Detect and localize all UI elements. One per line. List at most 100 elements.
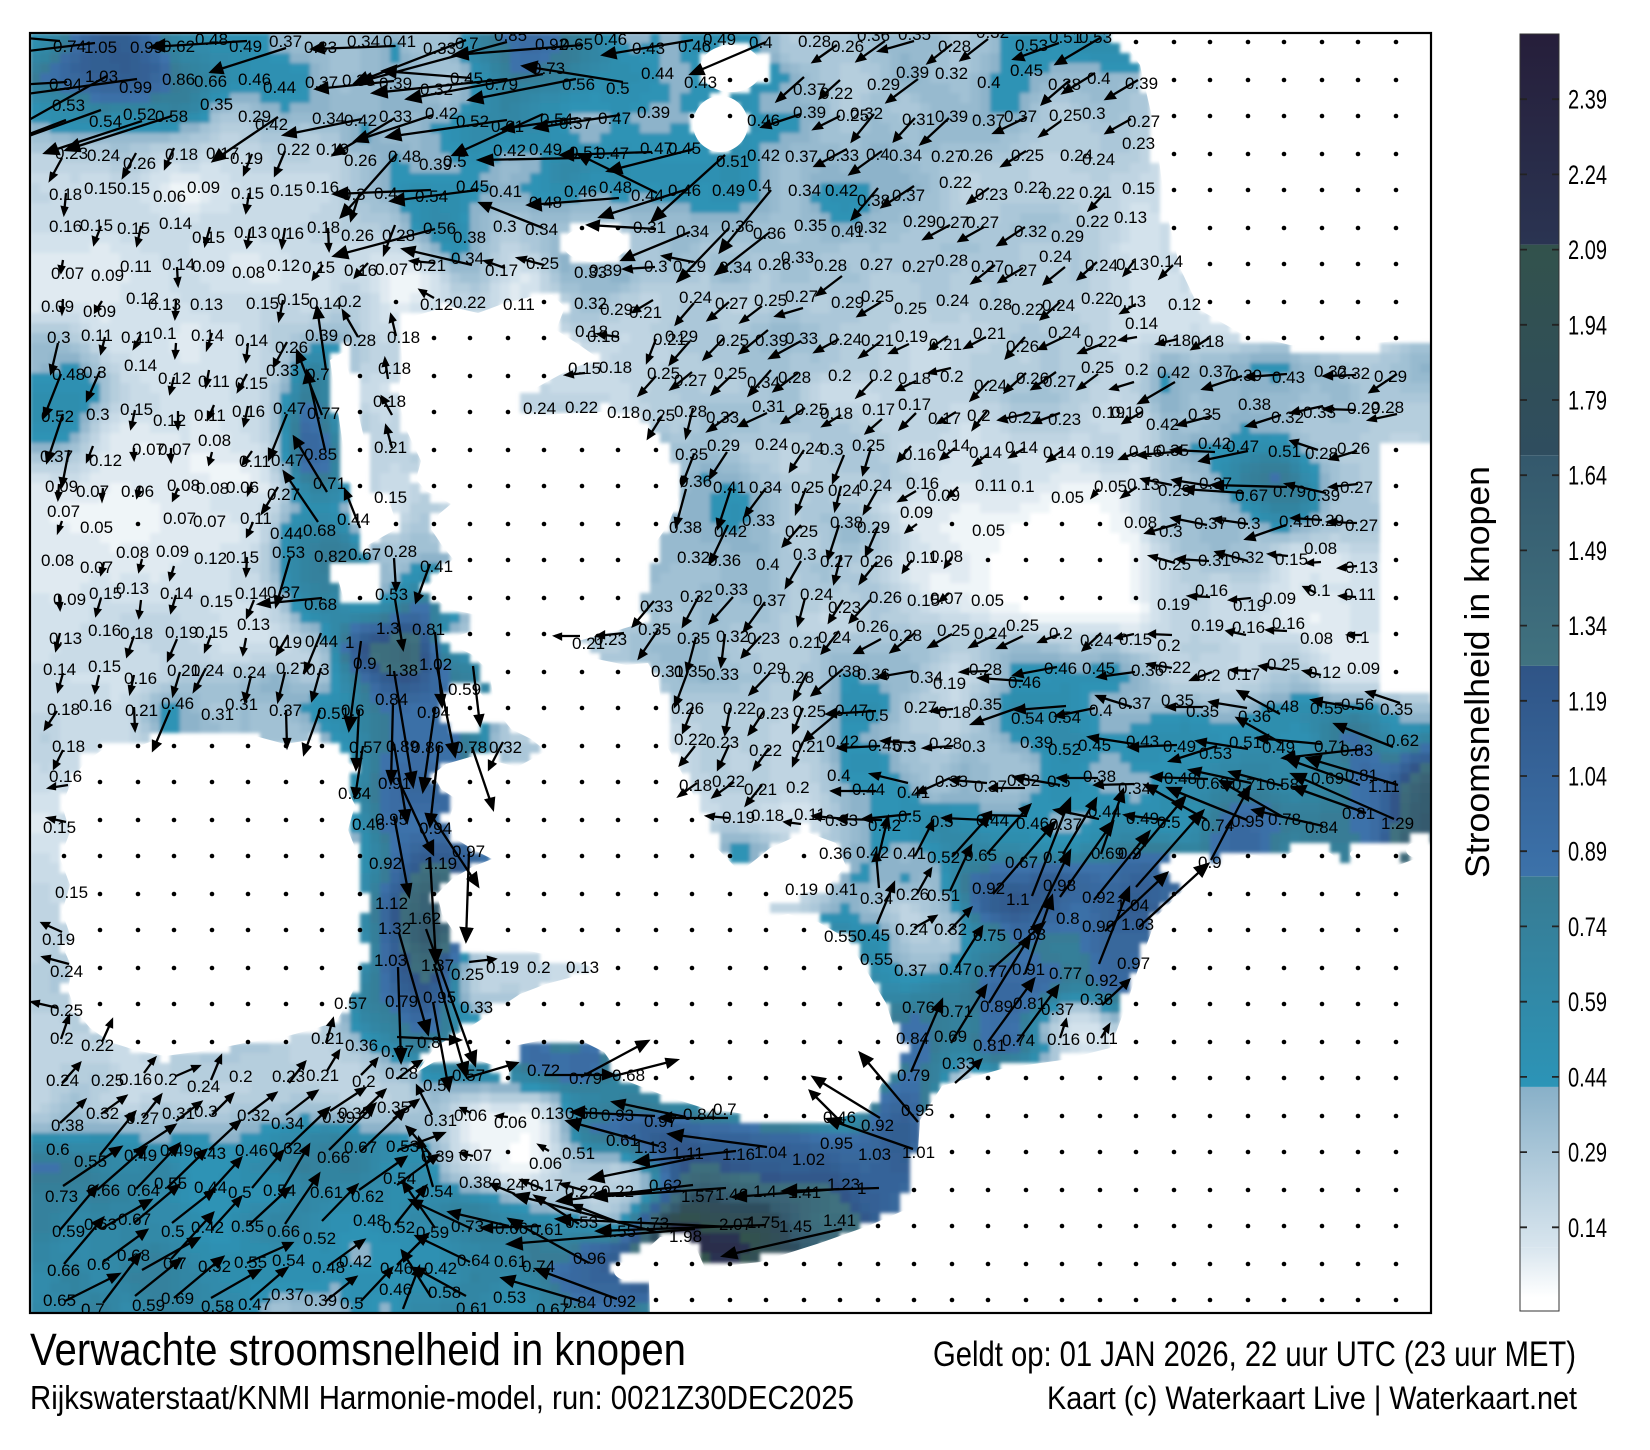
- svg-text:0.94: 0.94: [419, 819, 452, 838]
- svg-text:0.68: 0.68: [304, 595, 337, 614]
- svg-text:0.5: 0.5: [1047, 772, 1071, 791]
- svg-text:0.37: 0.37: [793, 80, 826, 99]
- svg-text:0.59: 0.59: [52, 1222, 85, 1241]
- svg-text:0.2: 0.2: [338, 292, 362, 311]
- svg-text:0.43: 0.43: [193, 1144, 226, 1163]
- svg-text:0.82: 0.82: [314, 547, 347, 566]
- svg-text:0.31: 0.31: [162, 1104, 195, 1123]
- svg-text:0.37: 0.37: [559, 114, 592, 133]
- svg-text:0.14: 0.14: [159, 214, 192, 233]
- svg-text:0.48: 0.48: [599, 178, 632, 197]
- svg-text:0.16: 0.16: [306, 178, 339, 197]
- svg-text:0.44: 0.44: [852, 780, 885, 799]
- svg-text:0.29: 0.29: [857, 518, 890, 537]
- svg-text:0.29: 0.29: [600, 300, 633, 319]
- svg-text:0.13: 0.13: [1345, 558, 1378, 577]
- svg-text:0.31: 0.31: [424, 1111, 457, 1130]
- svg-text:0.1: 0.1: [1346, 628, 1370, 647]
- svg-text:0.07: 0.07: [193, 512, 226, 531]
- svg-text:0.73: 0.73: [532, 59, 565, 78]
- svg-text:0.8: 0.8: [1056, 909, 1080, 928]
- svg-text:0.73: 0.73: [451, 1217, 484, 1236]
- svg-text:1.19: 1.19: [424, 854, 457, 873]
- svg-text:0.48: 0.48: [52, 365, 85, 384]
- svg-text:0.81: 0.81: [1342, 804, 1375, 823]
- svg-text:0.33: 0.33: [742, 511, 775, 530]
- svg-text:0.35: 0.35: [898, 25, 931, 44]
- svg-text:0.52: 0.52: [382, 1218, 415, 1237]
- svg-text:2.24: 2.24: [1568, 160, 1607, 190]
- svg-text:0.4: 0.4: [374, 184, 398, 203]
- svg-text:0.5: 0.5: [898, 807, 922, 826]
- svg-text:0.59: 0.59: [448, 680, 481, 699]
- svg-text:0.24: 0.24: [800, 585, 833, 604]
- svg-text:0.17: 0.17: [928, 409, 961, 428]
- svg-text:0.51: 0.51: [1049, 28, 1082, 47]
- svg-text:0.42: 0.42: [424, 1259, 457, 1278]
- svg-text:0.21: 0.21: [629, 303, 662, 322]
- svg-text:0.08: 0.08: [167, 476, 200, 495]
- svg-text:0.97: 0.97: [644, 1112, 677, 1131]
- svg-text:0.09: 0.09: [41, 297, 74, 316]
- svg-text:0.67: 0.67: [1235, 486, 1268, 505]
- svg-text:0.11: 0.11: [906, 548, 938, 567]
- svg-text:0.06: 0.06: [153, 187, 186, 206]
- svg-text:0.26: 0.26: [869, 588, 902, 607]
- svg-text:1.01: 1.01: [902, 1143, 935, 1162]
- svg-text:0.28: 0.28: [889, 626, 922, 645]
- svg-text:0.92: 0.92: [369, 854, 402, 873]
- svg-text:0.07: 0.07: [132, 440, 165, 459]
- svg-text:0.35: 0.35: [1186, 702, 1219, 721]
- svg-text:0.12: 0.12: [89, 451, 122, 470]
- svg-text:0.25: 0.25: [1006, 616, 1039, 635]
- svg-text:0.27: 0.27: [904, 698, 937, 717]
- svg-text:0.91: 0.91: [378, 774, 411, 793]
- svg-text:0.3: 0.3: [893, 737, 917, 756]
- svg-text:0.2: 0.2: [1049, 624, 1073, 643]
- svg-text:0.06: 0.06: [494, 1113, 527, 1132]
- svg-text:0.39: 0.39: [322, 1108, 355, 1127]
- svg-text:0.15: 0.15: [192, 228, 225, 247]
- svg-text:0.43: 0.43: [632, 39, 665, 58]
- svg-text:0.4: 0.4: [748, 176, 772, 195]
- svg-text:0.32: 0.32: [1231, 548, 1264, 567]
- svg-text:0.33: 0.33: [781, 248, 814, 267]
- svg-text:0.79: 0.79: [1273, 482, 1306, 501]
- svg-text:0.67: 0.67: [1005, 853, 1038, 872]
- svg-text:0.22: 0.22: [712, 772, 745, 791]
- svg-text:0.11: 0.11: [239, 452, 271, 471]
- svg-text:0.19: 0.19: [933, 674, 966, 693]
- svg-text:0.13: 0.13: [531, 1104, 564, 1123]
- svg-text:0.61: 0.61: [606, 1131, 639, 1150]
- svg-text:0.45: 0.45: [1082, 659, 1115, 678]
- svg-text:0.39: 0.39: [896, 63, 929, 82]
- svg-text:0.41: 0.41: [383, 32, 416, 51]
- svg-text:1.37: 1.37: [421, 956, 454, 975]
- svg-text:0.46: 0.46: [352, 815, 385, 834]
- svg-text:0.14: 0.14: [1568, 1213, 1607, 1243]
- svg-text:0.59: 0.59: [416, 1223, 449, 1242]
- svg-text:0.62: 0.62: [1386, 731, 1419, 750]
- svg-text:0.27: 0.27: [276, 659, 309, 678]
- svg-text:1.94: 1.94: [1568, 310, 1607, 340]
- svg-text:0.83: 0.83: [1340, 741, 1373, 760]
- svg-text:0.21: 0.21: [789, 633, 822, 652]
- svg-text:0.39: 0.39: [421, 1147, 454, 1166]
- svg-text:0.61: 0.61: [310, 1183, 343, 1202]
- svg-text:0.27: 0.27: [126, 1109, 159, 1128]
- svg-text:0.75: 0.75: [973, 926, 1006, 945]
- svg-text:0.19: 0.19: [165, 623, 198, 642]
- svg-text:1.16: 1.16: [722, 1145, 755, 1164]
- svg-text:0.12: 0.12: [1168, 295, 1201, 314]
- svg-text:0.47: 0.47: [598, 109, 631, 128]
- svg-text:0.33: 0.33: [826, 146, 859, 165]
- svg-text:0.24: 0.24: [1085, 256, 1118, 275]
- svg-text:0.37: 0.37: [974, 777, 1007, 796]
- svg-text:0.4: 0.4: [1089, 701, 1113, 720]
- svg-text:0.38: 0.38: [669, 518, 702, 537]
- svg-text:0.79: 0.79: [897, 1066, 930, 1085]
- svg-text:0.69: 0.69: [1311, 769, 1344, 788]
- svg-text:0.09: 0.09: [927, 486, 960, 505]
- svg-text:0.13: 0.13: [237, 615, 270, 634]
- svg-text:0.95: 0.95: [820, 1134, 853, 1153]
